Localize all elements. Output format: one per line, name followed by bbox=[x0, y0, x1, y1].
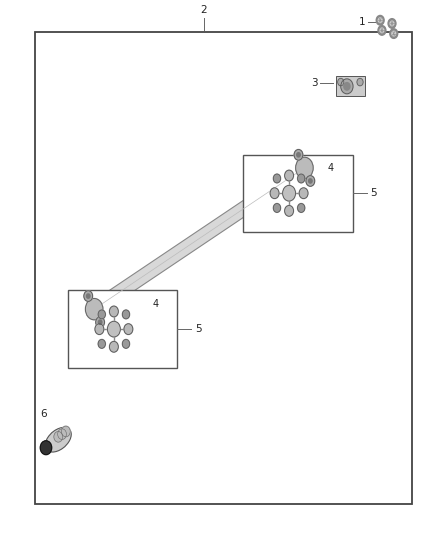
Circle shape bbox=[344, 83, 350, 90]
Circle shape bbox=[270, 188, 279, 199]
Circle shape bbox=[61, 426, 70, 437]
Circle shape bbox=[273, 174, 281, 183]
Circle shape bbox=[273, 204, 281, 212]
Circle shape bbox=[99, 320, 102, 325]
Circle shape bbox=[296, 157, 313, 179]
Circle shape bbox=[122, 310, 130, 319]
Circle shape bbox=[294, 149, 303, 160]
Circle shape bbox=[378, 18, 382, 22]
Circle shape bbox=[378, 26, 386, 35]
Circle shape bbox=[84, 290, 92, 301]
Circle shape bbox=[309, 179, 312, 183]
Circle shape bbox=[390, 29, 398, 38]
Circle shape bbox=[297, 174, 305, 183]
Text: 3: 3 bbox=[311, 78, 318, 87]
Bar bbox=[336, 76, 364, 96]
Circle shape bbox=[380, 28, 384, 33]
Circle shape bbox=[376, 15, 384, 25]
Text: 5: 5 bbox=[370, 188, 377, 198]
Circle shape bbox=[86, 294, 90, 298]
Circle shape bbox=[40, 441, 52, 455]
Circle shape bbox=[297, 204, 305, 212]
Circle shape bbox=[122, 340, 130, 348]
Circle shape bbox=[297, 152, 300, 157]
Circle shape bbox=[283, 185, 296, 201]
Circle shape bbox=[388, 19, 396, 28]
Circle shape bbox=[107, 321, 120, 337]
Text: 4: 4 bbox=[152, 300, 159, 309]
Circle shape bbox=[110, 341, 118, 352]
Circle shape bbox=[95, 324, 104, 335]
Circle shape bbox=[124, 324, 133, 335]
Circle shape bbox=[306, 176, 315, 187]
Circle shape bbox=[299, 188, 308, 199]
Circle shape bbox=[341, 79, 353, 94]
Polygon shape bbox=[91, 161, 307, 316]
Circle shape bbox=[85, 298, 103, 320]
Circle shape bbox=[357, 78, 363, 86]
Circle shape bbox=[110, 306, 118, 317]
Circle shape bbox=[54, 432, 63, 442]
Ellipse shape bbox=[45, 427, 71, 452]
Circle shape bbox=[338, 78, 344, 86]
Circle shape bbox=[392, 31, 396, 36]
Circle shape bbox=[98, 310, 106, 319]
Circle shape bbox=[96, 317, 105, 328]
Bar bbox=[243, 155, 353, 232]
Text: 5: 5 bbox=[195, 324, 201, 334]
Text: 2: 2 bbox=[200, 5, 207, 15]
Circle shape bbox=[285, 206, 293, 216]
Bar bbox=[68, 290, 177, 368]
Circle shape bbox=[390, 21, 394, 26]
Circle shape bbox=[58, 429, 67, 439]
Text: 1: 1 bbox=[359, 18, 366, 27]
Text: 6: 6 bbox=[40, 409, 47, 419]
Circle shape bbox=[285, 170, 293, 181]
Circle shape bbox=[98, 340, 106, 348]
Text: 4: 4 bbox=[328, 164, 334, 173]
Bar bbox=[35, 32, 412, 504]
